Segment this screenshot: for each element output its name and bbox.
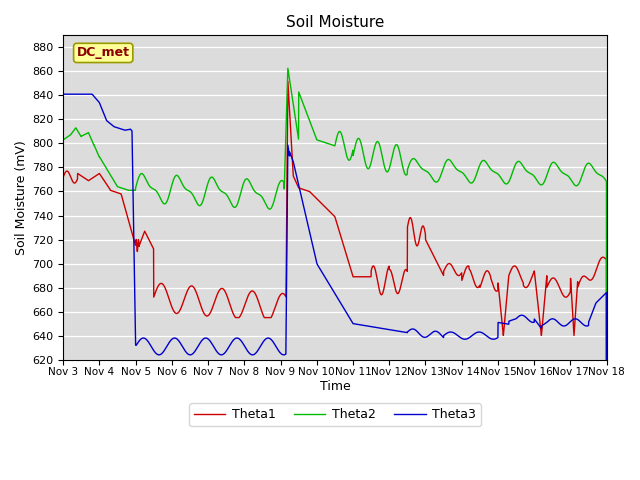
- Theta2: [291, 115, 299, 120]
- X-axis label: Time: Time: [319, 380, 350, 393]
- Theta2: [284, 65, 292, 71]
- Line: Theta2: Theta2: [63, 68, 607, 480]
- Line: Theta3: Theta3: [63, 94, 607, 480]
- Theta3: [592, 300, 600, 306]
- Theta2: [268, 204, 275, 210]
- Theta3: [60, 91, 67, 97]
- Y-axis label: Soil Moisture (mV): Soil Moisture (mV): [15, 140, 28, 255]
- Theta3: [291, 167, 299, 172]
- Theta1: [534, 298, 541, 304]
- Theta2: [154, 190, 161, 195]
- Theta1: [154, 285, 161, 290]
- Theta2: [121, 186, 129, 192]
- Theta3: [268, 337, 275, 343]
- Legend: Theta1, Theta2, Theta3: Theta1, Theta2, Theta3: [189, 403, 481, 426]
- Theta1: [291, 178, 299, 183]
- Theta3: [154, 351, 161, 357]
- Theta2: [60, 137, 67, 143]
- Theta1: [284, 78, 292, 84]
- Line: Theta1: Theta1: [63, 81, 607, 480]
- Theta3: [534, 320, 541, 326]
- Theta2: [534, 179, 541, 184]
- Theta1: [121, 205, 129, 211]
- Title: Soil Moisture: Soil Moisture: [285, 15, 384, 30]
- Theta1: [592, 267, 600, 273]
- Theta3: [121, 127, 129, 133]
- Theta1: [268, 314, 275, 320]
- Text: DC_met: DC_met: [77, 47, 130, 60]
- Theta2: [592, 169, 600, 175]
- Theta1: [60, 174, 67, 180]
